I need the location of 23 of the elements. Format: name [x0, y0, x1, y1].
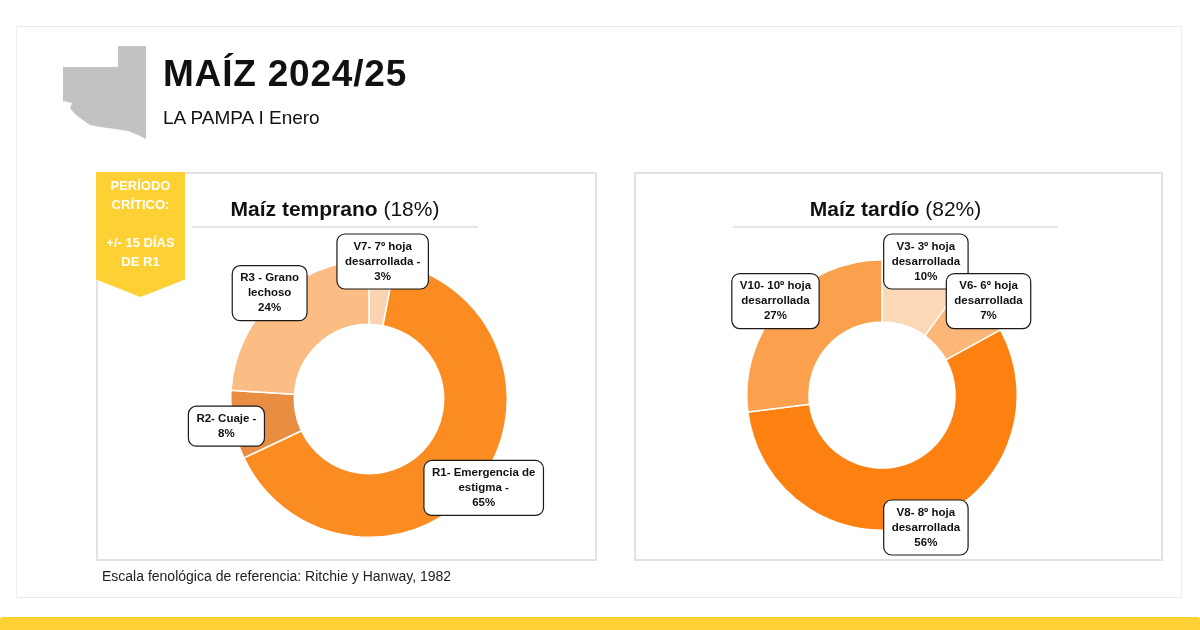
data-label: 10%: [914, 269, 938, 282]
data-label: 8%: [218, 426, 235, 439]
text: MAÍZ 2024/25: [163, 52, 408, 96]
slice-label: R3 - Grano lechoso: [240, 271, 300, 299]
slice-label: V3- 3º hoja desarrollada: [891, 239, 961, 267]
slice-label: V6- 6º hoja desarrollada: [954, 279, 1024, 307]
slice-label: V8- 8º hoja desarrollada: [891, 505, 961, 533]
data-label: 65%: [472, 496, 496, 509]
data-label: 24%: [258, 301, 282, 314]
chart-title: Maíz tardío (82%): [809, 197, 982, 220]
text: PERÍODO CRÍTICO:: [109, 177, 172, 214]
text: Escala fenológica de referencia: Ritchie y Hanway, 1982: [102, 568, 452, 584]
slice-label: R1- Emergencia de estigma -: [431, 466, 536, 494]
data-label: 27%: [763, 309, 787, 322]
chart-title: Maíz temprano (18%): [230, 197, 440, 220]
text: LA PAMPA I Enero: [163, 106, 320, 130]
data-label: 3%: [374, 269, 391, 282]
slice-label: V10- 10º hoja desarrollada: [739, 279, 812, 307]
text: +/- 15 DÍAS DE R1: [105, 234, 176, 271]
data-label: 7%: [980, 309, 997, 322]
slice-label: V7- 7º hoja desarrollada -: [344, 239, 421, 267]
data-label: 56%: [914, 535, 938, 548]
slice-label: R2- Cuaje -: [196, 411, 257, 424]
